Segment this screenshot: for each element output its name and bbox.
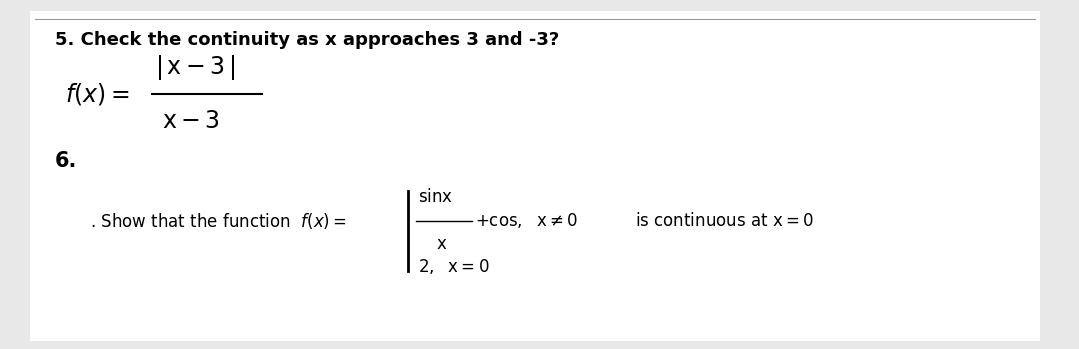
Text: $2,\ \ \mathrm{x} = 0$: $2,\ \ \mathrm{x} = 0$: [418, 258, 490, 276]
Text: $\mathrm{sinx}$: $\mathrm{sinx}$: [418, 188, 453, 206]
Text: $\mathrm{x}-3$: $\mathrm{x}-3$: [162, 109, 220, 133]
Text: $f(x)=$: $f(x)=$: [65, 81, 129, 107]
Text: $\mathrm{x}$: $\mathrm{x}$: [436, 235, 448, 253]
Text: $|\,\mathrm{x}-3\,|$: $|\,\mathrm{x}-3\,|$: [155, 52, 235, 82]
Text: $+\mathrm{cos},\ \ \mathrm{x} \neq 0$: $+\mathrm{cos},\ \ \mathrm{x} \neq 0$: [475, 211, 578, 230]
Text: is continuous at $\mathrm{x} = 0$: is continuous at $\mathrm{x} = 0$: [636, 212, 814, 230]
Text: 6.: 6.: [55, 151, 78, 171]
FancyBboxPatch shape: [30, 11, 1040, 341]
Text: 5. Check the continuity as x approaches 3 and -3?: 5. Check the continuity as x approaches …: [55, 31, 559, 49]
Text: . Show that the function  $f(x) =$: . Show that the function $f(x) =$: [90, 211, 346, 231]
